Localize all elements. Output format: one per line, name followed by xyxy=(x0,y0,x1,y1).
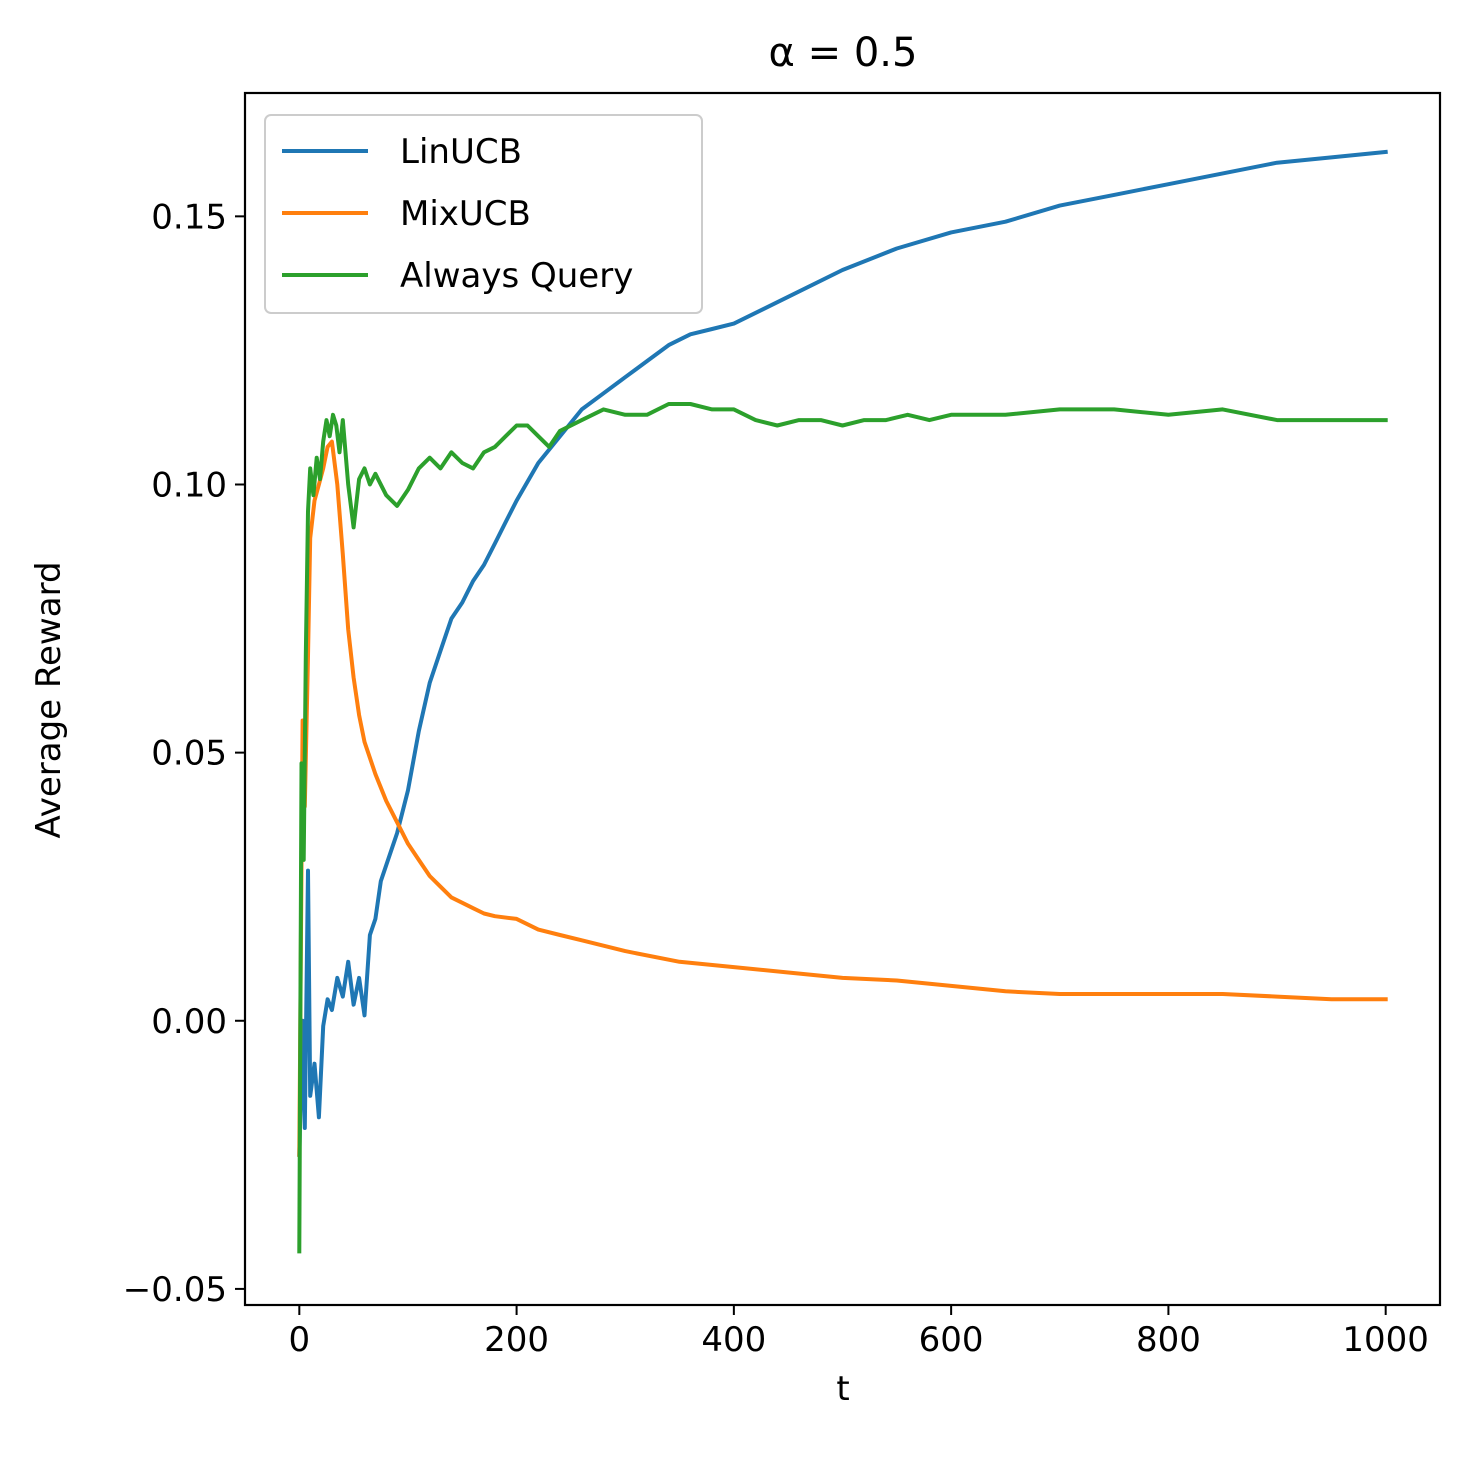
chart-title: α = 0.5 xyxy=(769,30,918,76)
x-tick-label: 200 xyxy=(484,1320,549,1360)
legend: LinUCB MixUCB Always Query xyxy=(264,114,703,314)
x-axis-label: t xyxy=(836,1369,849,1409)
series-line-mixucb xyxy=(297,439,1388,1157)
series-layer xyxy=(297,149,1388,1254)
y-tick-label: −0.05 xyxy=(123,1270,227,1310)
x-axis: 0 200 400 600 800 1000 xyxy=(288,1305,1429,1360)
x-tick-label: 800 xyxy=(1136,1320,1201,1360)
y-axis-label: Average Reward xyxy=(29,561,69,838)
y-tick-label: 0.05 xyxy=(151,734,227,774)
y-axis: −0.05 0.00 0.05 0.10 0.15 xyxy=(123,197,245,1310)
legend-entry-label: LinUCB xyxy=(400,132,522,172)
legend-entry-label: MixUCB xyxy=(400,194,531,234)
x-tick-label: 1000 xyxy=(1342,1320,1429,1360)
y-tick-label: 0.15 xyxy=(151,197,227,237)
legend-box xyxy=(264,114,703,314)
legend-entry-label: Always Query xyxy=(400,256,633,296)
series-line-always-query xyxy=(297,402,1388,1254)
x-tick-label: 0 xyxy=(288,1320,310,1360)
series-line-linucb xyxy=(297,149,1388,1157)
x-tick-label: 400 xyxy=(701,1320,766,1360)
plot-frame xyxy=(243,91,1442,1307)
y-tick-label: 0.10 xyxy=(151,465,227,505)
y-tick-label: 0.00 xyxy=(151,1002,227,1042)
x-tick-label: 600 xyxy=(919,1320,984,1360)
